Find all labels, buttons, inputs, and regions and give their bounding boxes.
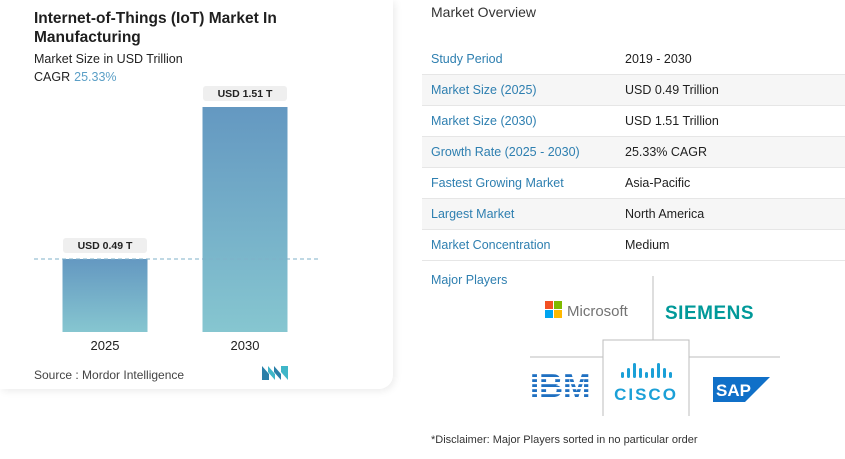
major-players-logos: Microsoft SIEMENS IBM CISCO SAP xyxy=(530,276,780,416)
data-label: USD 0.49 T xyxy=(78,240,133,252)
chart-subtitle: Market Size in USD Trillion xyxy=(34,52,183,66)
row-value: USD 1.51 Trillion xyxy=(625,114,719,128)
source-text: Source : Mordor Intelligence xyxy=(34,368,185,382)
row-value: USD 0.49 Trillion xyxy=(625,83,719,97)
overview-row: Fastest Growing Market Asia-Pacific xyxy=(422,168,845,199)
data-label-bg xyxy=(63,237,147,253)
x-tick-label: 2025 xyxy=(91,338,120,353)
major-players-label: Major Players xyxy=(431,273,508,287)
bar-chart: USD 0.49 T 2025 USD 1.51 T 2030 xyxy=(34,86,318,353)
bar-2030 xyxy=(202,107,288,332)
row-value: Medium xyxy=(625,238,670,252)
cisco-logo-icon: CISCO xyxy=(614,363,678,404)
x-tick-label: 2030 xyxy=(231,338,260,353)
overview-row: Growth Rate (2025 - 2030) 25.33% CAGR xyxy=(422,137,845,168)
row-label: Study Period xyxy=(431,52,503,66)
cagr-line: CAGR 25.33% xyxy=(34,70,117,84)
bars-group: USD 0.49 T 2025 USD 1.51 T 2030 xyxy=(34,86,318,353)
overview-row: Largest Market North America xyxy=(422,199,845,230)
row-label: Fastest Growing Market xyxy=(431,176,564,190)
row-label: Market Size (2025) xyxy=(431,83,537,97)
row-label: Market Concentration xyxy=(431,238,551,252)
overview-row: Market Size (2030) USD 1.51 Trillion xyxy=(422,106,845,137)
chart-card: Internet-of-Things (IoT) Market In Manuf… xyxy=(0,0,393,389)
data-label-bg xyxy=(203,86,287,101)
cagr-value: 25.33% xyxy=(74,70,117,84)
cagr-label: CAGR xyxy=(34,70,71,84)
player-name-siemens: SIEMENS xyxy=(665,303,754,324)
bar-2025 xyxy=(62,258,148,332)
overview-table: Study Period 2019 - 2030 Market Size (20… xyxy=(422,44,845,261)
row-label: Largest Market xyxy=(431,207,515,221)
row-label: Market Size (2030) xyxy=(431,114,537,128)
ibm-logo-icon: IBM xyxy=(530,367,602,404)
row-value: Asia-Pacific xyxy=(625,176,691,190)
disclaimer-text: *Disclaimer: Major Players sorted in no … xyxy=(431,434,698,446)
overview-row: Market Size (2025) USD 0.49 Trillion xyxy=(422,75,845,106)
chart-title: Internet-of-Things (IoT) Market In Manuf… xyxy=(34,10,277,46)
row-value: North America xyxy=(625,207,705,221)
data-label: USD 1.51 T xyxy=(218,88,273,100)
player-name-sap: SAP xyxy=(716,381,751,400)
row-value: 25.33% CAGR xyxy=(625,145,707,159)
overview-title: Market Overview xyxy=(431,4,537,20)
overview-row: Market Concentration Medium xyxy=(422,230,845,261)
mordor-intelligence-logo-icon xyxy=(262,366,288,380)
sap-logo-icon: SAP xyxy=(713,377,770,402)
row-label: Growth Rate (2025 - 2030) xyxy=(431,145,580,159)
overview-row: Study Period 2019 - 2030 xyxy=(422,44,845,75)
player-name-microsoft: Microsoft xyxy=(567,303,629,320)
player-name-cisco: CISCO xyxy=(614,385,678,404)
row-value: 2019 - 2030 xyxy=(625,52,692,66)
microsoft-logo-icon: Microsoft xyxy=(545,301,629,320)
